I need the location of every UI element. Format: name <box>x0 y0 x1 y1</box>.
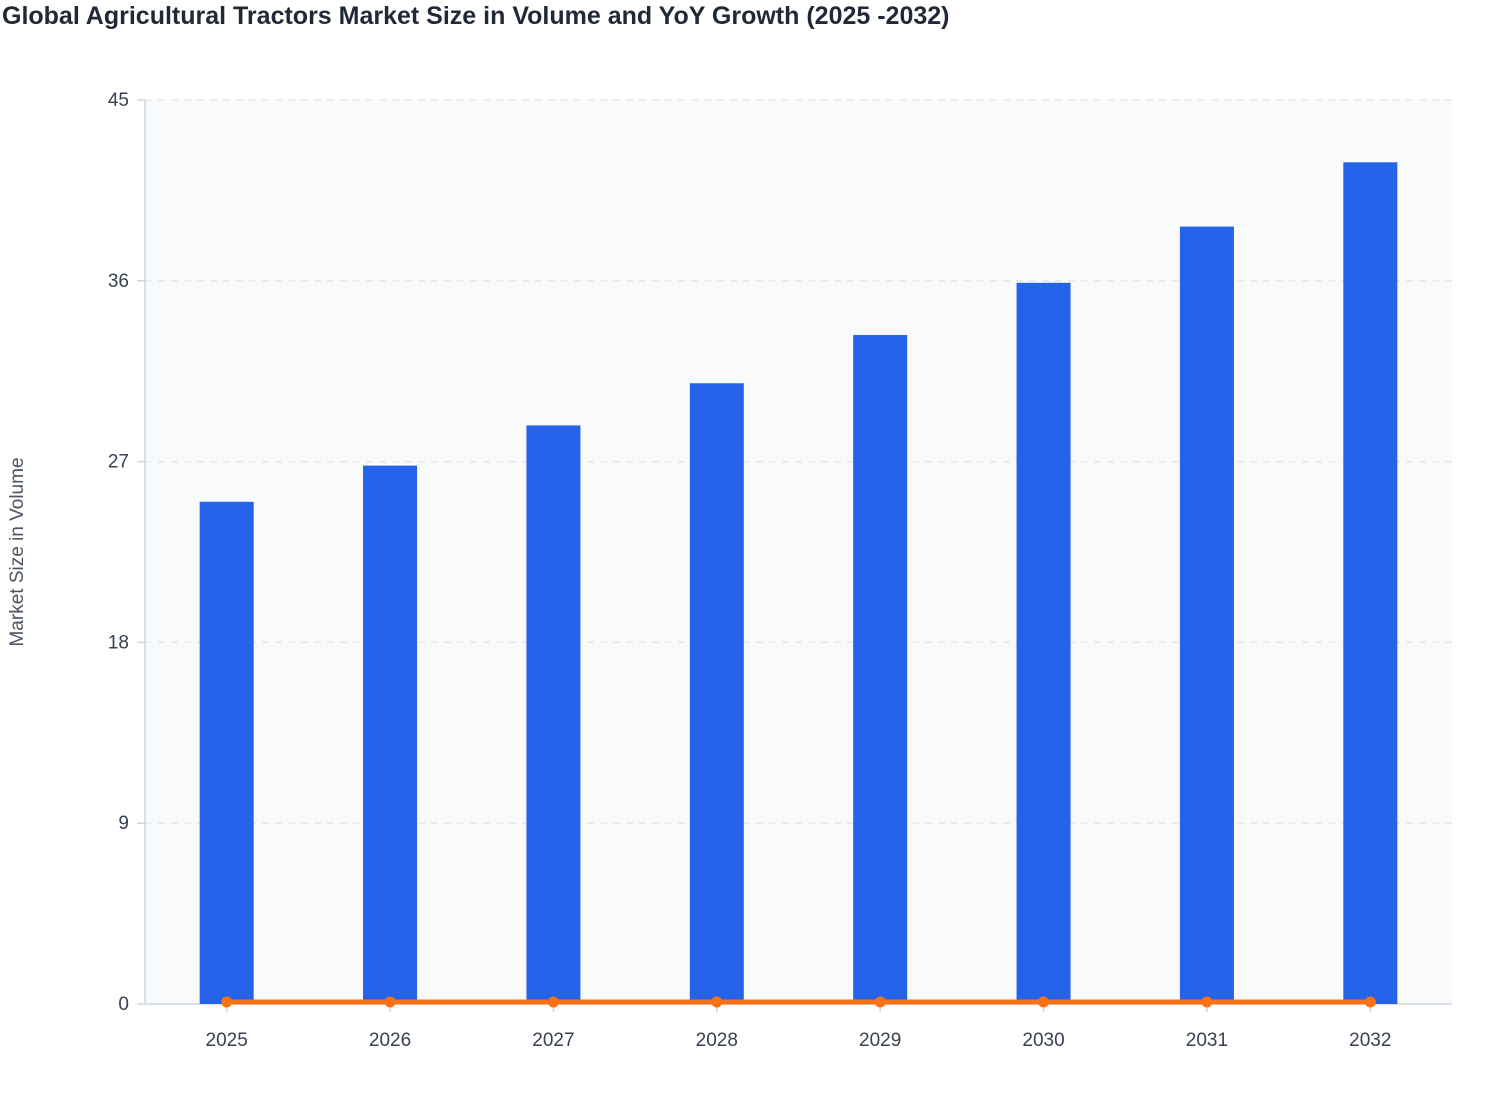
y-tick-label: 45 <box>108 90 129 111</box>
x-tick-label-2031: 2031 <box>1186 1030 1228 1051</box>
y-tick-label: 0 <box>118 994 129 1015</box>
bar-2029[interactable] <box>853 335 908 1004</box>
growth-point-2025[interactable] <box>221 996 233 1008</box>
y-tick-label: 18 <box>108 632 129 653</box>
growth-point-2032[interactable] <box>1364 996 1376 1008</box>
bar-2030[interactable] <box>1016 282 1071 1004</box>
growth-point-2026[interactable] <box>384 996 396 1008</box>
x-tick-label-2027: 2027 <box>532 1030 574 1051</box>
plot-background <box>145 100 1452 1004</box>
y-tick-label: 9 <box>118 813 129 834</box>
growth-point-2027[interactable] <box>547 996 559 1008</box>
y-tick-label: 27 <box>108 452 129 473</box>
bar-2031[interactable] <box>1179 226 1234 1004</box>
x-tick-label-2032: 2032 <box>1349 1030 1391 1051</box>
bar-2027[interactable] <box>526 425 581 1004</box>
bar-series <box>199 162 1398 1005</box>
bar-2025[interactable] <box>199 501 254 1004</box>
gridlines <box>137 99 1452 1005</box>
growth-point-2030[interactable] <box>1038 996 1050 1008</box>
x-tick-label-2030: 2030 <box>1022 1030 1064 1051</box>
bar-2026[interactable] <box>363 465 418 1004</box>
x-tick-label-2028: 2028 <box>696 1030 738 1051</box>
growth-point-2029[interactable] <box>874 996 886 1008</box>
chart-title: Global Agricultural Tractors Market Size… <box>2 2 950 30</box>
x-tick-label-2025: 2025 <box>206 1030 248 1051</box>
tick-labels: 0 9 18 27 36 45 2025 2026 2027 2028 2029 2030 2031 20… <box>108 90 1392 1051</box>
bar-2032[interactable] <box>1343 162 1398 1004</box>
x-tick-label-2026: 2026 <box>369 1030 411 1051</box>
growth-point-2028[interactable] <box>711 996 723 1008</box>
growth-point-2031[interactable] <box>1201 996 1213 1008</box>
bar-2028[interactable] <box>689 383 744 1005</box>
x-tick-label-2029: 2029 <box>859 1030 901 1051</box>
y-tick-label: 36 <box>108 271 129 292</box>
line-series <box>221 996 1376 1008</box>
y-axis-title: Market Size in Volume <box>7 457 28 646</box>
